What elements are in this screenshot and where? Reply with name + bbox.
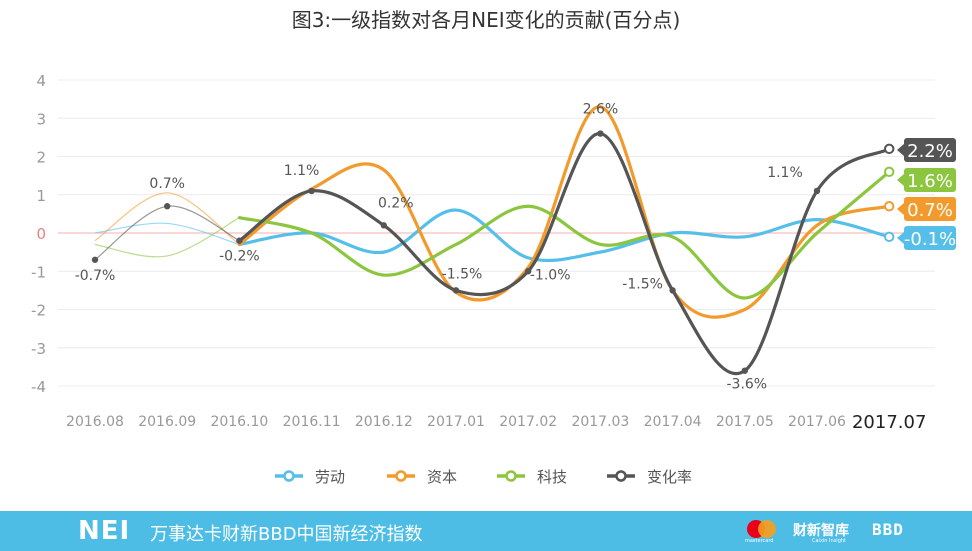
data-point-change-rate [669, 287, 676, 294]
x-tick-label: 2016.11 [283, 414, 341, 430]
y-tick-label: 3 [36, 110, 46, 128]
y-tick-label: 4 [36, 72, 46, 90]
end-label-capital: 0.7% [907, 200, 953, 221]
legend-swatch-marker [505, 470, 517, 482]
data-label: 0.7% [149, 176, 185, 192]
data-point-change-rate [597, 130, 604, 137]
legend-item-labor: 劳动 [275, 468, 345, 486]
data-label: -0.2% [219, 249, 260, 265]
series-line-technology-early [94, 217, 240, 258]
legend-item-technology: 科技 [497, 468, 567, 486]
legend-swatch-marker [395, 470, 407, 482]
y-tick-label: 0 [36, 225, 46, 243]
data-point-change-rate [452, 287, 460, 294]
y-tick-label: -1 [31, 263, 46, 281]
data-label: -3.6% [726, 377, 767, 393]
x-tick-label: 2017.03 [571, 414, 629, 430]
data-point-change-rate [236, 237, 243, 244]
data-point-change-rate [813, 187, 821, 195]
end-label-box [904, 168, 956, 192]
x-tick-label: 2017.06 [788, 414, 846, 430]
legend-label: 资本 [427, 468, 457, 486]
series-line-technology [237, 170, 891, 300]
nei-logo: NEI [78, 516, 131, 546]
x-tick-label: 2017.07 [852, 412, 926, 433]
series-line-labor-early [94, 222, 240, 246]
footer-subtitle: 万事达卡财新BBD中国新经济指数 [150, 524, 423, 545]
data-label: -1.5% [622, 276, 663, 292]
end-label-technology: 1.6% [907, 171, 953, 192]
x-tick-label: 2017.01 [427, 414, 485, 430]
data-point-change-rate [741, 367, 748, 374]
data-point-change-rate [164, 203, 171, 210]
caixin-insight-logo: 财新智库 [793, 523, 849, 539]
end-marker-change-rate [884, 143, 895, 155]
end-marker-capital [884, 201, 895, 212]
chart-title: 图3:一级指数对各月NEI变化的贡献(百分点) [291, 8, 681, 32]
legend-label: 科技 [537, 468, 567, 486]
line-chart: 4 3 2 1 0 -1 -2 -3 -4 2016.08 2016.09 2016.10 2016.1… [31, 72, 956, 486]
legend-label: 劳动 [315, 468, 345, 486]
data-point-change-rate [91, 256, 99, 263]
x-tick-label: 2016.09 [138, 414, 196, 430]
x-tick-label: 2016.10 [210, 414, 268, 430]
end-label-box [904, 226, 956, 250]
legend-item-capital: 资本 [387, 468, 457, 486]
data-point-change-rate [380, 222, 387, 229]
y-tick-label: -2 [31, 302, 46, 320]
caixin-insight-wordmark: Caixin Insight [812, 538, 846, 544]
series-line-change-rate [237, 131, 891, 375]
data-point-change-rate [308, 187, 315, 195]
y-tick-label: -4 [31, 378, 46, 396]
data-label: -1.5% [442, 266, 483, 282]
data-point-change-rate [525, 268, 532, 275]
x-tick-label: 2017.05 [716, 414, 774, 430]
series-line-labor [237, 208, 891, 263]
end-label-labor: -0.1% [904, 229, 956, 250]
end-label-box [904, 197, 956, 221]
y-tick-label: 1 [36, 187, 46, 205]
end-label-box [904, 138, 956, 162]
mastercard-logo: mastercard [745, 517, 779, 545]
x-tick-label: 2017.04 [644, 414, 702, 430]
data-label: 1.1% [767, 165, 803, 181]
end-label-change-rate: 2.2% [907, 141, 953, 162]
end-label-pointer [897, 232, 904, 244]
x-tick-label: 2017.02 [499, 414, 557, 430]
end-label-pointer [897, 144, 904, 156]
footer-banner: NEI 万事达卡财新BBD中国新经济指数 mastercard 财新智库 Cai… [0, 511, 972, 551]
data-label: 1.1% [284, 163, 320, 179]
y-tick-label: -3 [31, 340, 46, 358]
legend-label: 变化率 [647, 468, 692, 486]
y-tick-label: 2 [36, 149, 46, 167]
legend-item-change-rate: 变化率 [607, 468, 692, 486]
bbd-logo: BBD [872, 520, 904, 539]
data-label: -0.7% [75, 268, 116, 284]
data-label: 0.2% [378, 195, 414, 211]
end-label-pointer [897, 174, 904, 186]
x-tick-label: 2016.12 [355, 414, 413, 430]
end-marker-labor [884, 231, 895, 243]
data-label: 2.6% [583, 102, 619, 118]
end-marker-technology [884, 166, 895, 178]
x-tick-label: 2016.08 [66, 414, 124, 430]
mastercard-wordmark: mastercard [745, 538, 774, 544]
series-line-capital [237, 105, 891, 319]
data-label: -1.0% [530, 267, 571, 283]
end-label-pointer [897, 203, 904, 215]
legend-swatch-marker [283, 470, 295, 482]
legend-swatch-marker [615, 470, 627, 482]
